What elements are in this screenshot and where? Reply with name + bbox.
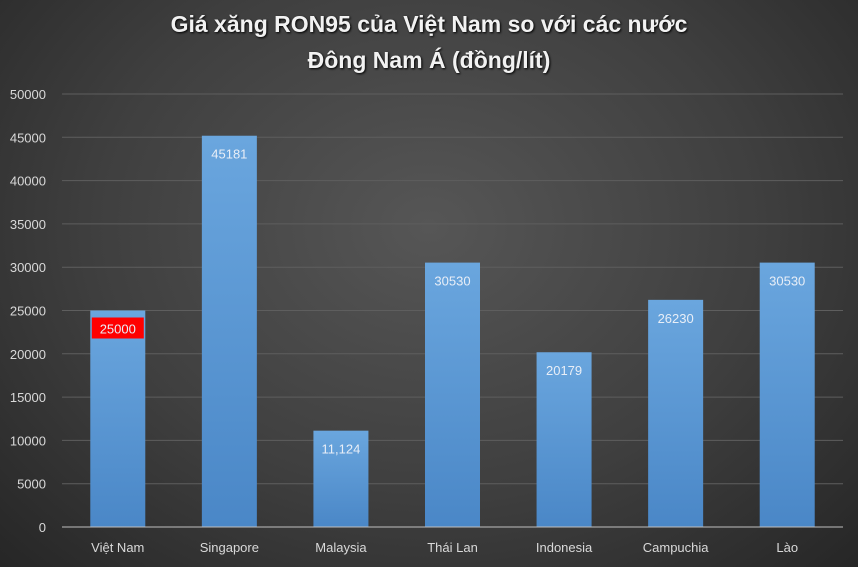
chart-title-line1: Giá xăng RON95 của Việt Nam so với các n… [170, 11, 688, 37]
x-tick-label: Singapore [200, 540, 259, 555]
chart-title-line2: Đông Nam Á (đồng/lít) [307, 47, 551, 73]
x-tick-label: Malaysia [315, 540, 367, 555]
y-tick-label: 10000 [10, 433, 46, 448]
data-label: 30530 [769, 274, 805, 289]
y-tick-label: 35000 [10, 217, 46, 232]
data-label: 25000 [100, 322, 136, 337]
y-tick-label: 25000 [10, 304, 46, 319]
x-tick-label: Việt Nam [91, 540, 144, 555]
y-tick-label: 50000 [10, 87, 46, 102]
bar [90, 310, 146, 527]
bar [536, 352, 592, 527]
y-tick-label: 15000 [10, 390, 46, 405]
data-label: 45181 [211, 147, 247, 162]
x-tick-label: Campuchia [643, 540, 710, 555]
y-tick-label: 0 [39, 520, 46, 535]
data-label: 26230 [658, 311, 694, 326]
x-tick-label: Indonesia [536, 540, 593, 555]
y-tick-label: 20000 [10, 347, 46, 362]
y-tick-label: 5000 [17, 477, 46, 492]
y-tick-label: 30000 [10, 260, 46, 275]
bar [648, 299, 704, 527]
x-tick-label: Thái Lan [427, 540, 478, 555]
data-label: 30530 [434, 274, 470, 289]
data-label: 20179 [546, 363, 582, 378]
bar [759, 262, 815, 527]
x-tick-label: Lào [776, 540, 798, 555]
bar [201, 135, 257, 527]
y-tick-label: 45000 [10, 130, 46, 145]
bar [425, 262, 480, 527]
chart-title: Giá xăng RON95 của Việt Nam so với các n… [0, 6, 858, 78]
data-label-highlight [91, 317, 144, 339]
bar [313, 430, 369, 527]
y-tick-label: 40000 [10, 174, 46, 189]
data-label: 11,124 [322, 442, 361, 457]
